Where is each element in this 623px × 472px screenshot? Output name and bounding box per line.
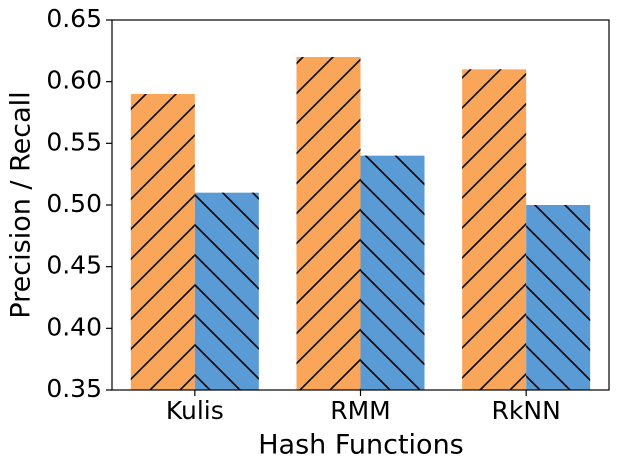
x-tick-label: RkNN <box>492 396 561 425</box>
x-tick-label: RMM <box>330 396 391 425</box>
bar-hatch <box>194 192 259 390</box>
y-tick-label: 0.55 <box>46 127 102 156</box>
y-tick-label: 0.65 <box>46 4 102 33</box>
y-axis-label: Precision / Recall <box>6 91 37 318</box>
y-tick-label: 0.45 <box>46 251 102 280</box>
y-tick-label: 0.35 <box>46 374 102 403</box>
y-tick-label: 0.60 <box>46 66 102 95</box>
x-tick-label: Kulis <box>166 396 224 425</box>
plot-frame <box>111 19 610 391</box>
bar-hatch <box>130 94 195 390</box>
bar-hatch <box>526 205 591 390</box>
bar-hatch <box>462 69 527 390</box>
y-tick-label: 0.50 <box>46 189 102 218</box>
bar-hatch <box>296 57 361 390</box>
x-axis-label: Hash Functions <box>258 430 464 461</box>
bar-hatch <box>360 155 425 390</box>
y-tick-label: 0.40 <box>46 312 102 341</box>
